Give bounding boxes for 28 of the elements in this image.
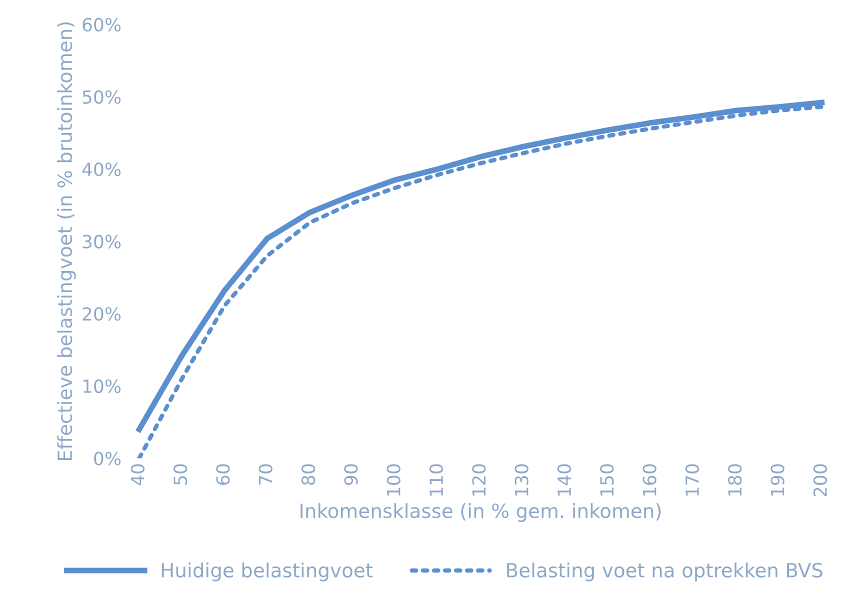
y-tick-label: 0% (94, 452, 121, 466)
x-tick-label: 60 (216, 464, 230, 485)
x-tick-label: 70 (258, 464, 272, 485)
x-tick-label: 170 (685, 464, 700, 496)
x-axis-title: Inkomensklasse (in % gem. inkomen) (300, 503, 661, 522)
y-axis-title: Effectieve belastingvoet (in % brutoinkomen) (57, 22, 76, 460)
x-tick-label: 190 (770, 464, 784, 496)
x-tick-label: 80 (301, 464, 316, 485)
x-tick-label: 100 (386, 464, 400, 496)
x-tick-label: 130 (514, 464, 528, 496)
x-tick-label: 180 (728, 464, 742, 496)
x-tick-label: 110 (429, 464, 444, 496)
legend-label: Belasting voet na optrekken BVS (507, 562, 822, 582)
x-tick-label: 200 (813, 464, 828, 496)
x-tick-label: 120 (472, 464, 486, 496)
y-tick-label: 20% (82, 307, 121, 321)
y-tick-label: 40% (82, 162, 121, 176)
legend-label: Huidige belastingvoet (162, 562, 373, 582)
x-tick-label: 160 (642, 464, 656, 496)
x-tick-label: 140 (557, 464, 572, 496)
x-tick-label: 40 (130, 464, 144, 486)
x-tick-label: 50 (173, 464, 188, 485)
y-tick-label: 10% (83, 379, 121, 394)
y-tick-label: 60% (82, 18, 121, 32)
x-tick-label: 90 (344, 464, 358, 485)
y-tick-label: 50% (82, 90, 121, 104)
y-tick-label: 30% (82, 234, 121, 248)
x-tick-label: 150 (600, 464, 614, 496)
